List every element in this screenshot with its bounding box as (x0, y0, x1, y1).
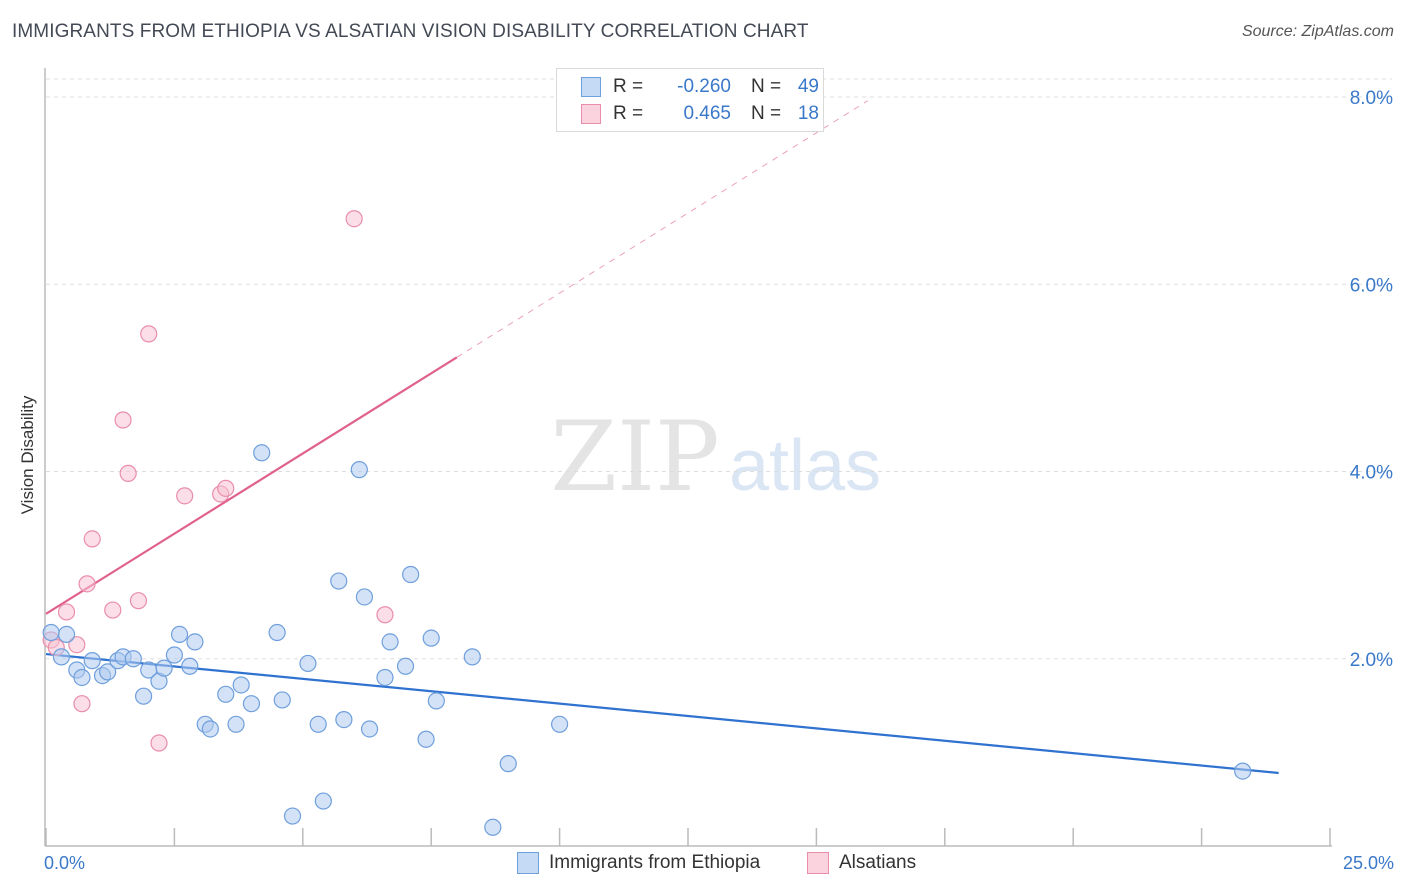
ethiopia-point (83, 652, 101, 670)
source-label: Source: ZipAtlas.com (1241, 23, 1394, 40)
ethiopia-point (396, 657, 415, 675)
series-legend: Immigrants from Ethiopia Alsatians (0, 852, 1406, 878)
alsatians-point (78, 575, 96, 593)
ethiopia-point (1234, 762, 1252, 780)
legend-r-value: -0.260 (677, 76, 731, 97)
legend-r-value: 0.465 (683, 103, 731, 124)
alsatians-point (119, 464, 137, 482)
legend-n-value: 49 (797, 76, 819, 97)
series-legend-ethiopia: Immigrants from Ethiopia (517, 852, 760, 874)
legend-r-label: R = (613, 103, 644, 124)
alsatians-point (345, 210, 363, 228)
ethiopia-point (463, 648, 481, 666)
alsatians-point (83, 530, 101, 548)
ethiopia-point (42, 623, 60, 642)
ethiopia-point (57, 625, 76, 644)
alsatians-point (68, 636, 86, 654)
ethiopia-point (427, 692, 445, 710)
ethiopia-point (134, 687, 153, 705)
alsatians-point (57, 603, 76, 621)
ethiopia-point (268, 623, 286, 642)
ethiopia-point (422, 629, 440, 647)
ethiopia-point (186, 633, 204, 651)
ethiopia-point (201, 720, 219, 738)
trend-lines (45, 100, 1279, 775)
ethiopia-point (309, 715, 327, 733)
x-tick-label-max: 25.0% (1342, 853, 1394, 873)
x-tick-label-min: 0.0% (44, 853, 86, 873)
ethiopia-point (335, 711, 353, 729)
alsatians-point (150, 734, 168, 752)
ethiopia-trend-line (45, 652, 1279, 775)
ethiopia-point (417, 730, 435, 748)
ethiopia-point (170, 625, 189, 644)
alsatians-point (217, 479, 235, 497)
ethiopia-point (155, 659, 173, 677)
ethiopia-point (381, 633, 399, 651)
chart-title: IMMIGRANTS FROM ETHIOPIA VS ALSATIAN VIS… (12, 21, 809, 42)
ethiopia-point (273, 691, 291, 709)
ethiopia-point (360, 720, 379, 738)
legend-n-label: N = (751, 76, 782, 97)
alsatians-point (129, 592, 148, 610)
legend-row-alsatians: R = 0.465 N = 18 (581, 102, 819, 126)
legend-n-value: 18 (797, 103, 819, 124)
ethiopia-point (124, 650, 142, 668)
y-tick-label: 8.0% (1350, 88, 1393, 109)
series-swatch-pink (807, 852, 829, 874)
ethiopia-point (73, 668, 91, 687)
series-legend-label: Immigrants from Ethiopia (549, 852, 761, 873)
legend-r-label: R = (613, 76, 644, 97)
ethiopia-point (217, 685, 235, 703)
ethiopia-point (227, 715, 245, 733)
grid (46, 78, 1392, 660)
ethiopia-point (242, 695, 261, 713)
series-swatch-blue (517, 852, 539, 874)
ethiopia-point (499, 755, 517, 773)
watermark-zip: ZIP (550, 401, 719, 513)
series-legend-label: Alsatians (839, 852, 917, 873)
y-tick-labels: 2.0% 4.0% 6.0% 8.0% (1350, 88, 1393, 671)
ethiopia-point (181, 657, 199, 675)
watermark-atlas: atlas (729, 426, 881, 506)
ethiopia-point (165, 646, 183, 664)
alsatians-point (176, 487, 194, 505)
ethiopia-point (314, 792, 332, 810)
ethiopia-point (330, 572, 348, 590)
alsatians-point (376, 606, 394, 624)
legend-swatch-blue (581, 77, 601, 97)
data-points (42, 210, 1252, 836)
ethiopia-point (232, 676, 250, 694)
alsatians-trend-line (45, 356, 458, 615)
alsatians-point (73, 695, 91, 713)
alsatians-point (104, 601, 122, 619)
ethiopia-point (550, 715, 569, 733)
alsatians-point (140, 325, 158, 343)
ethiopia-point (99, 663, 117, 681)
ethiopia-point (283, 807, 302, 825)
axes (44, 68, 1332, 847)
ethiopia-point (350, 461, 368, 479)
watermark: ZIP atlas (550, 401, 881, 513)
ethiopia-point (355, 588, 374, 606)
ethiopia-point (402, 565, 420, 584)
ethiopia-point (376, 668, 394, 687)
stats-legend: R = -0.260 N = 49 R = 0.465 N = 18 (556, 68, 824, 132)
y-tick-label: 6.0% (1350, 275, 1393, 296)
series-legend-alsatians: Alsatians (807, 852, 916, 874)
legend-swatch-pink (581, 104, 601, 124)
alsatians-point (114, 411, 132, 429)
y-tick-label: 4.0% (1350, 463, 1393, 484)
y-tick-label: 2.0% (1350, 650, 1393, 671)
ethiopia-point (299, 654, 317, 673)
ethiopia-point (52, 648, 71, 666)
legend-n-label: N = (751, 103, 782, 124)
ethiopia-point (484, 818, 502, 836)
ethiopia-point (253, 444, 271, 462)
alsatians-trend-extension (456, 100, 869, 358)
legend-row-ethiopia: R = -0.260 N = 49 (581, 75, 819, 99)
